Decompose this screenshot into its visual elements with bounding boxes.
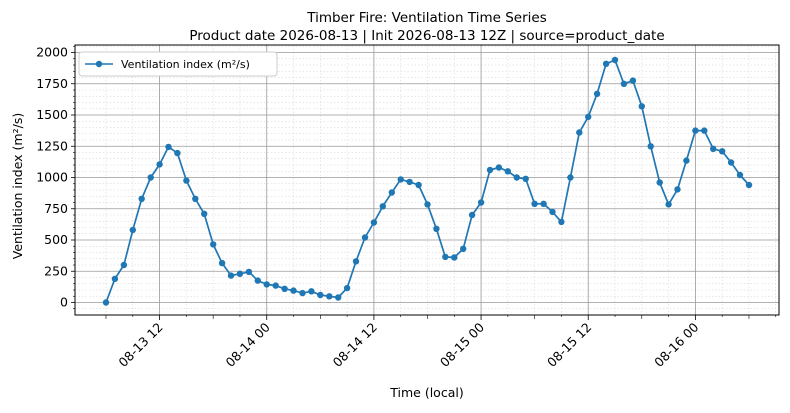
y-tick-label: 500 <box>44 232 68 247</box>
data-point <box>281 285 288 292</box>
data-point <box>513 174 520 181</box>
data-point <box>531 200 538 207</box>
data-point <box>442 253 449 261</box>
data-point <box>147 174 154 181</box>
data-point <box>424 201 431 208</box>
data-point <box>335 294 342 301</box>
data-point <box>504 168 511 175</box>
data-point <box>263 281 270 288</box>
data-point <box>620 80 628 88</box>
data-point <box>602 60 610 67</box>
data-point <box>299 289 306 297</box>
data-point <box>674 186 681 193</box>
data-point <box>576 129 583 136</box>
data-point <box>433 225 440 232</box>
data-point <box>352 258 360 265</box>
major-grid <box>75 45 779 315</box>
data-point <box>701 127 708 134</box>
y-tick-label: 750 <box>44 201 68 216</box>
plot-area-frame <box>74 44 780 316</box>
data-point <box>343 284 351 292</box>
y-tick-label: 1250 <box>36 138 68 153</box>
data-point <box>254 277 261 284</box>
data-point <box>308 288 315 295</box>
data-point <box>290 287 297 294</box>
data-point <box>460 245 467 252</box>
chart-subtitle: Product date 2026-08-13 | Init 2026-08-1… <box>189 28 664 44</box>
data-point <box>593 90 601 98</box>
y-tick-label: 250 <box>44 263 68 278</box>
data-point <box>692 127 699 134</box>
data-point <box>406 178 413 186</box>
legend-entry-label: Ventilation index (m²/s) <box>121 58 250 71</box>
data-point <box>227 272 235 279</box>
legend-box <box>78 51 278 77</box>
data-point <box>451 254 458 261</box>
data-point <box>567 174 574 181</box>
y-tick-label: 1000 <box>36 170 68 185</box>
data-point <box>361 234 369 241</box>
x-axis-label: Time (local) <box>389 385 463 400</box>
data-point <box>210 241 217 248</box>
data-point <box>719 148 726 155</box>
data-point <box>236 270 244 277</box>
data-point <box>138 195 145 202</box>
data-point <box>174 149 181 157</box>
data-point <box>656 179 663 186</box>
data-point <box>326 293 333 300</box>
data-point <box>683 157 690 164</box>
data-point <box>540 200 547 207</box>
data-point <box>201 210 208 217</box>
data-point <box>710 145 717 152</box>
legend: Ventilation index (m²/s) <box>78 51 278 77</box>
chart-title: Timber Fire: Ventilation Time Series <box>306 10 547 26</box>
series-layer <box>102 56 753 306</box>
data-point <box>218 259 226 267</box>
data-point <box>629 77 637 84</box>
data-point <box>486 166 494 174</box>
data-point <box>495 164 503 171</box>
data-point <box>549 208 556 216</box>
data-point <box>397 176 404 183</box>
data-point <box>165 143 172 151</box>
data-point <box>468 211 476 219</box>
data-point <box>317 291 324 299</box>
data-point <box>522 175 529 182</box>
data-point <box>379 203 386 210</box>
data-point <box>611 56 619 64</box>
y-axis-label: Ventilation index (m²/s) <box>10 113 25 259</box>
data-point <box>727 159 735 166</box>
data-point <box>272 282 279 289</box>
data-point <box>370 219 378 226</box>
y-tick-label: 0 <box>60 295 68 310</box>
data-point <box>245 268 253 276</box>
data-point <box>120 261 128 269</box>
data-point <box>102 299 110 306</box>
data-point <box>183 177 190 184</box>
y-tick-label: 2000 <box>36 45 68 60</box>
data-point <box>665 201 672 208</box>
minor-grid <box>75 45 779 315</box>
y-tick-label: 1750 <box>36 76 68 91</box>
data-point <box>415 181 422 189</box>
data-point <box>745 181 753 189</box>
data-point <box>129 226 136 234</box>
data-point <box>477 199 485 206</box>
data-point <box>388 189 395 196</box>
legend-marker-swatch <box>95 60 103 68</box>
y-tick-label: 1500 <box>36 107 68 122</box>
data-point <box>638 103 645 110</box>
data-point <box>156 161 163 168</box>
data-point <box>558 218 565 226</box>
data-point <box>736 171 744 179</box>
data-point <box>585 113 592 121</box>
data-point <box>647 143 654 150</box>
data-point <box>111 275 119 282</box>
data-point <box>192 195 199 202</box>
